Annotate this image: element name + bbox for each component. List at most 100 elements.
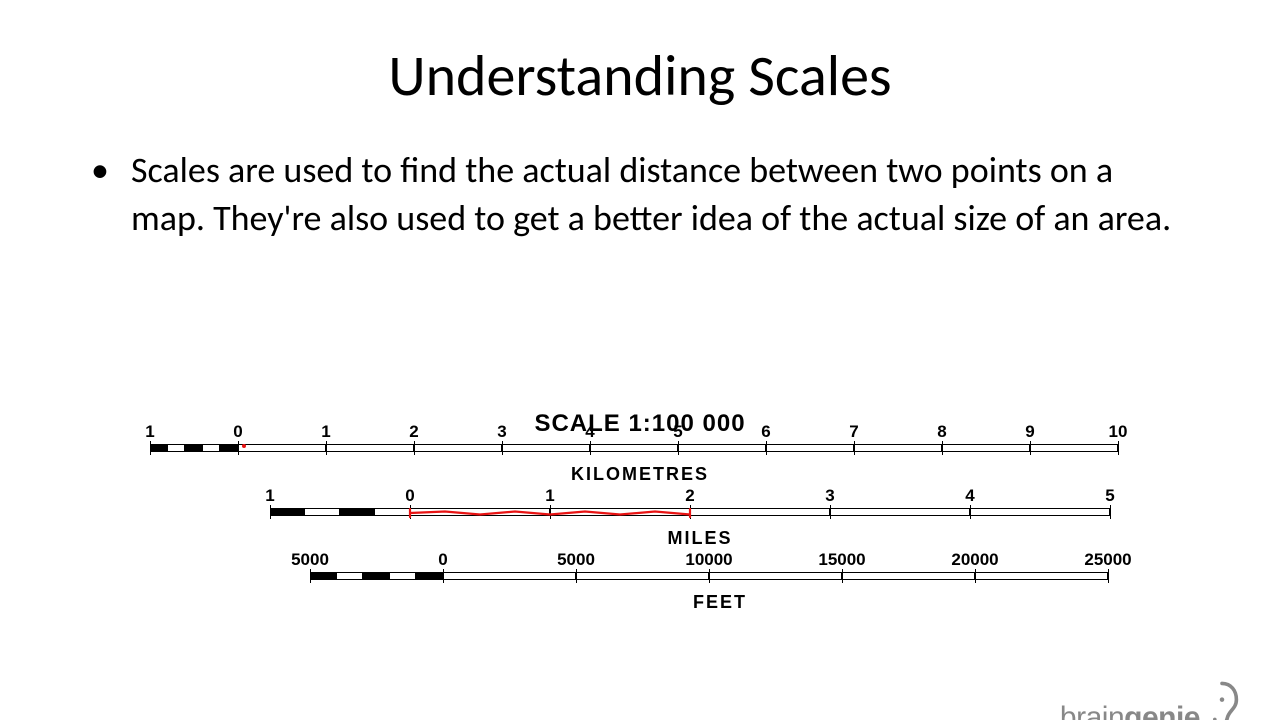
miles-tick-label: 3: [825, 486, 834, 506]
km-seg: [942, 445, 1030, 451]
slide: Understanding Scales • Scales are used t…: [0, 40, 1280, 720]
km-seg: [326, 445, 414, 451]
miles-tick-label: 1: [265, 486, 274, 506]
logo-text-genie: genie: [1124, 701, 1200, 720]
feet-tick-label: 10000: [685, 550, 732, 570]
miles-ext-seg: [340, 509, 375, 515]
miles-tick: [1110, 505, 1112, 519]
feet-seg: [842, 573, 975, 579]
feet-tick: [1108, 569, 1110, 583]
km-tick: [502, 441, 504, 455]
km-tick: [326, 441, 328, 455]
km-tick-label: 6: [761, 422, 770, 442]
logo-text-brain: brain: [1060, 701, 1124, 720]
feet-ext-seg: [363, 573, 390, 579]
km-seg: [590, 445, 678, 451]
miles-seg: [830, 509, 970, 515]
feet-ext-seg: [416, 573, 443, 579]
page-title: Understanding Scales: [0, 40, 1280, 111]
miles-tick-label: 4: [965, 486, 974, 506]
feet-seg: [576, 573, 709, 579]
braingenie-logo: braingenie: [1060, 679, 1240, 720]
miles-tick: [550, 505, 552, 519]
km-tick: [590, 441, 592, 455]
miles-tick: [270, 505, 272, 519]
feet-tick: [576, 569, 578, 583]
feet-seg: [975, 573, 1108, 579]
km-seg: [678, 445, 766, 451]
scale-row-miles: MILES 1012345: [270, 508, 1130, 552]
feet-ext-seg: [390, 573, 417, 579]
km-seg: [414, 445, 502, 451]
bullet-marker: •: [91, 146, 109, 194]
feet-tick-label: 5000: [557, 550, 595, 570]
km-ext-seg: [168, 445, 186, 451]
miles-tick: [970, 505, 972, 519]
feet-tick: [310, 569, 312, 583]
bullet-text: Scales are used to find the actual dista…: [131, 146, 1195, 242]
miles-tick-label: 5: [1105, 486, 1114, 506]
miles-tick-label: 0: [405, 486, 414, 506]
km-tick-label: 1: [321, 422, 330, 442]
km-annotation-dot: [242, 444, 246, 448]
miles-tick-label: 2: [685, 486, 694, 506]
miles-tick: [690, 505, 692, 519]
km-tick: [238, 441, 240, 455]
scale-header: SCALE 1:100 000: [150, 410, 1130, 438]
km-tick-label: 2: [409, 422, 418, 442]
km-tick-label: 4: [585, 422, 594, 442]
feet-tick: [842, 569, 844, 583]
km-seg: [854, 445, 942, 451]
km-tick: [942, 441, 944, 455]
km-tick-label: 1: [145, 422, 154, 442]
km-tick-label: 7: [849, 422, 858, 442]
km-ext-seg: [220, 445, 238, 451]
feet-tick-label: 0: [438, 550, 447, 570]
km-seg: [1030, 445, 1118, 451]
feet-tick-label: 25000: [1084, 550, 1131, 570]
miles-ext-seg: [270, 509, 305, 515]
feet-tick: [975, 569, 977, 583]
km-tick: [678, 441, 680, 455]
miles-seg: [970, 509, 1110, 515]
km-tick: [150, 441, 152, 455]
scale-diagram: SCALE 1:100 000 KILOMETRES 1012345678910…: [150, 410, 1130, 636]
km-ext-seg: [203, 445, 221, 451]
km-ext-seg: [185, 445, 203, 451]
unit-label-miles: MILES: [270, 528, 1130, 549]
scale-row-feet: FEET 50000500010000150002000025000: [310, 572, 1130, 616]
miles-tick: [410, 505, 412, 519]
miles-ext-seg: [305, 509, 340, 515]
km-seg: [238, 445, 326, 451]
miles-seg: [690, 509, 830, 515]
km-ext-seg: [150, 445, 168, 451]
km-seg: [502, 445, 590, 451]
miles-seg: [550, 509, 690, 515]
feet-ext-seg: [310, 573, 337, 579]
unit-label-km: KILOMETRES: [150, 464, 1130, 485]
km-tick: [1030, 441, 1032, 455]
feet-seg: [443, 573, 576, 579]
logo-ear-icon: [1204, 679, 1240, 720]
km-tick-label: 5: [673, 422, 682, 442]
unit-label-feet: FEET: [310, 592, 1130, 613]
feet-seg: [709, 573, 842, 579]
km-tick-label: 8: [937, 422, 946, 442]
km-tick: [414, 441, 416, 455]
feet-tick: [443, 569, 445, 583]
miles-ext-seg: [375, 509, 410, 515]
km-tick-label: 0: [233, 422, 242, 442]
feet-tick: [709, 569, 711, 583]
km-tick: [1118, 441, 1120, 455]
km-seg: [766, 445, 854, 451]
feet-ext-seg: [337, 573, 364, 579]
miles-seg: [410, 509, 550, 515]
scale-row-km: KILOMETRES 1012345678910: [150, 444, 1130, 488]
km-tick: [766, 441, 768, 455]
feet-tick-label: 15000: [818, 550, 865, 570]
km-tick: [854, 441, 856, 455]
miles-tick: [830, 505, 832, 519]
bullet-item: • Scales are used to find the actual dis…: [85, 146, 1195, 242]
km-tick-label: 10: [1109, 422, 1128, 442]
feet-tick-label: 5000: [291, 550, 329, 570]
